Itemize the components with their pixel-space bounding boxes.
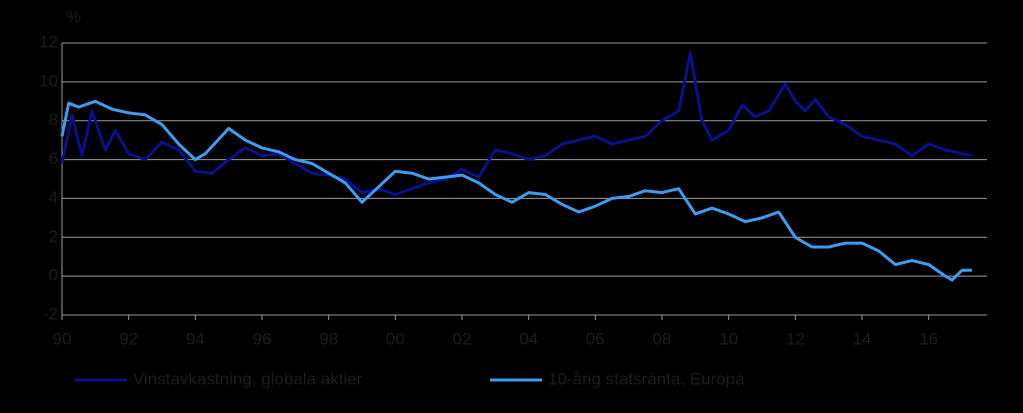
x-tick-label: 94 — [186, 329, 205, 348]
x-tick-label: 90 — [53, 329, 72, 348]
legend-label: Vinstavkastning, globala aktier — [133, 369, 363, 388]
x-tick-label: 92 — [119, 329, 138, 348]
y-tick-label: 4 — [49, 188, 58, 207]
x-tick-label: 04 — [519, 329, 538, 348]
x-tick-label: 98 — [319, 329, 338, 348]
y-axis-label: % — [66, 7, 81, 26]
x-tick-label: 10 — [719, 329, 738, 348]
series-line — [60, 99, 972, 282]
x-tick-label: 96 — [253, 329, 272, 348]
x-tick-label: 08 — [653, 329, 672, 348]
y-tick-label: -2 — [43, 304, 58, 323]
x-tick-label: 06 — [586, 329, 605, 348]
x-tick-label: 00 — [386, 329, 405, 348]
x-tick-label: 02 — [453, 329, 472, 348]
y-tick-label: 10 — [39, 71, 58, 90]
legend-label: 10-årig statsränta, Europa — [548, 369, 745, 388]
x-tick-label: 16 — [919, 329, 938, 348]
y-tick-label: 2 — [49, 227, 58, 246]
y-tick-label: 6 — [49, 149, 58, 168]
y-tick-label: 8 — [49, 110, 58, 129]
y-tick-label: 12 — [39, 32, 58, 51]
x-tick-label: 14 — [853, 329, 872, 348]
y-tick-label: 0 — [49, 266, 58, 285]
series-line — [60, 51, 973, 196]
x-tick-label: 12 — [786, 329, 805, 348]
